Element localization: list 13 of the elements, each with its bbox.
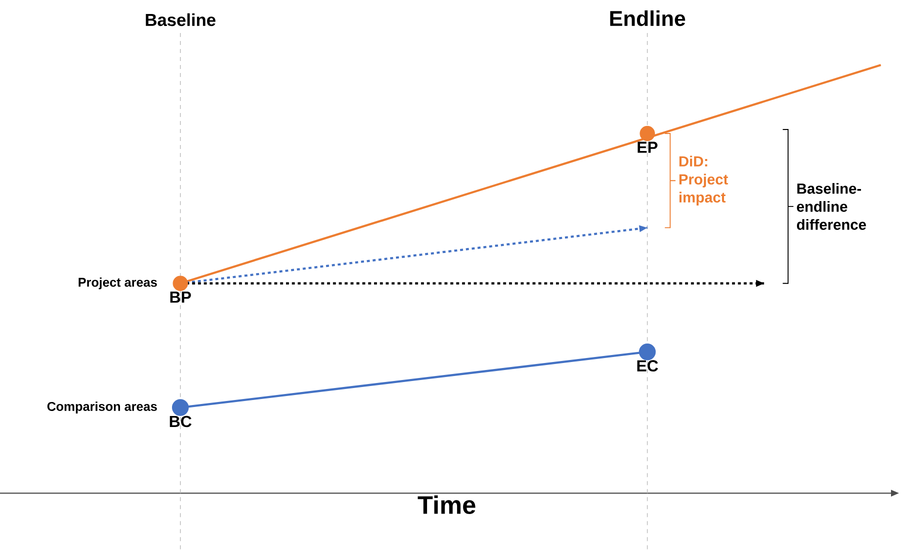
annotation: BP <box>170 292 191 303</box>
annotation: EP <box>638 142 658 153</box>
x-axis-title: Time <box>418 495 476 514</box>
annotation: DiD: Project impact <box>679 156 728 206</box>
point <box>172 399 189 416</box>
x-tick-label: Baseline <box>146 13 216 26</box>
point <box>172 276 188 291</box>
annotation: Project areas <box>78 277 157 290</box>
annotation: Comparison areas <box>47 402 157 414</box>
annotation: BC <box>170 416 192 428</box>
x-tick-label: Endline <box>610 10 686 26</box>
annotation: EC <box>637 360 658 372</box>
annotation: Baseline-endline difference <box>796 182 866 230</box>
